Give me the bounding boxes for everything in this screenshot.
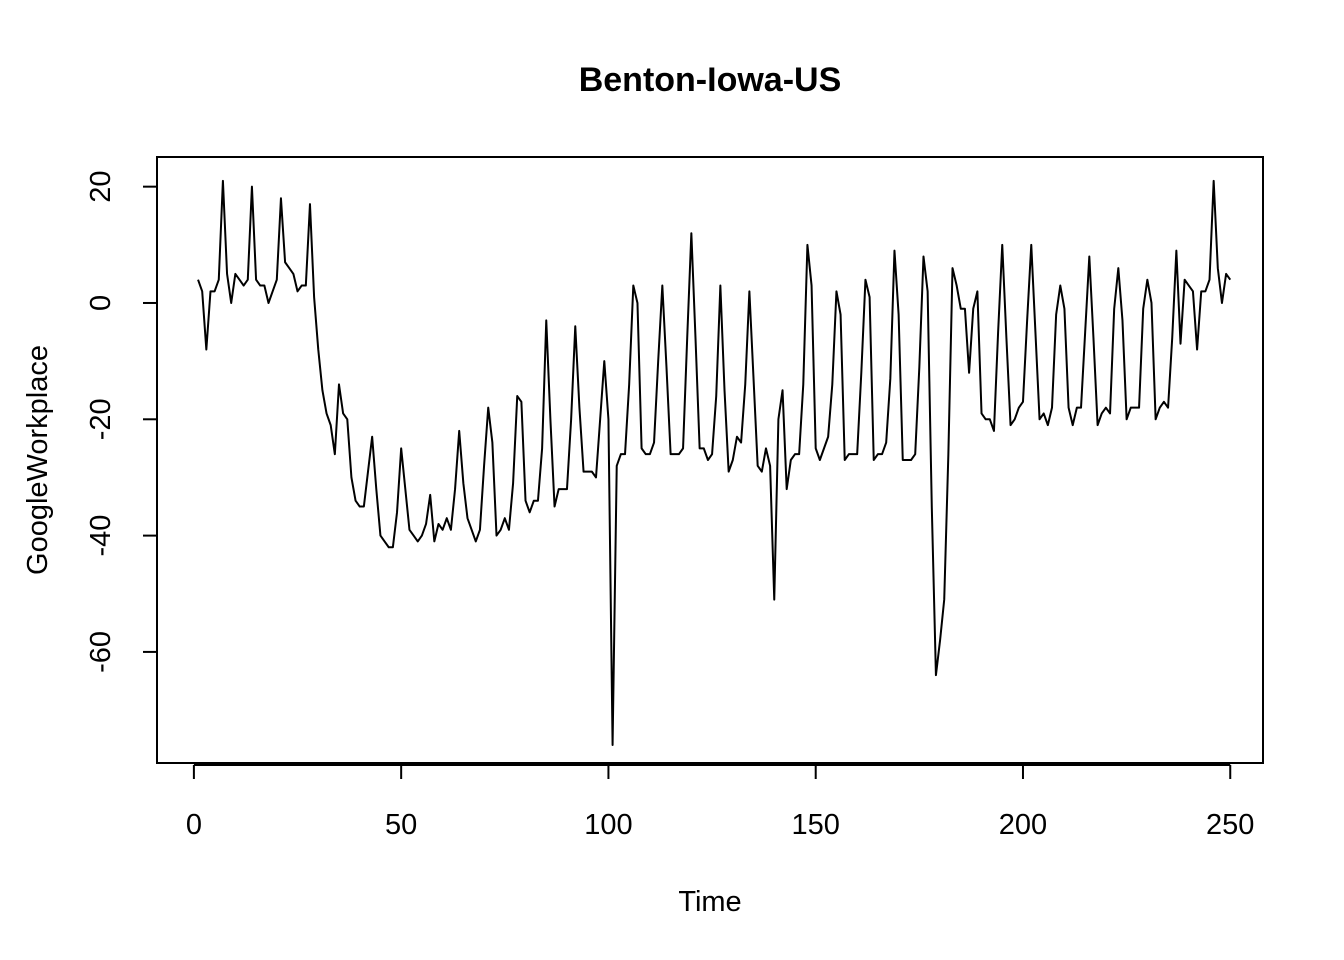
x-axis: 0 50 100 150 200 250 [186,764,1254,841]
x-tick-label: 0 [186,809,202,841]
y-tick-label: -40 [85,515,117,557]
x-tick-label: 50 [385,809,417,841]
y-tick-label: 0 [85,295,117,311]
chart-title: Benton-Iowa-US [579,61,842,99]
plot-area-frame [156,156,1264,764]
x-axis-label: Time [678,886,741,918]
series-line [197,179,1232,746]
x-tick-label: 250 [1206,809,1254,841]
x-tick-label: 100 [584,809,632,841]
series-layer [197,179,1232,746]
x-tick-label: 150 [792,809,840,841]
y-tick-label: -60 [85,631,117,673]
y-tick-label: 20 [85,171,117,203]
y-tick-label: -20 [85,398,117,440]
x-tick-label: 200 [999,809,1047,841]
y-axis: 20 0 -20 -40 -60 [85,171,158,673]
y-axis-label: GoogleWorkplace [22,345,54,575]
